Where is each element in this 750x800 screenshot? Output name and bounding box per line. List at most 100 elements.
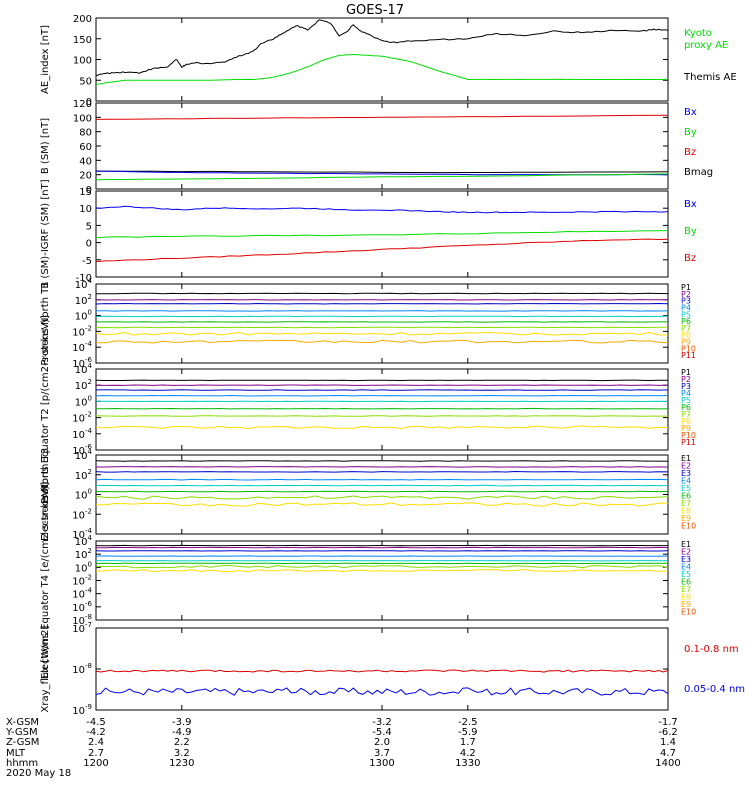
series-p7 <box>95 415 668 417</box>
legend-e8: E8 <box>681 593 691 602</box>
y-tick-label: 102 <box>75 293 92 307</box>
x-row-label: 2020 May 18 <box>6 768 71 779</box>
y-tick-label: 104 <box>75 448 93 462</box>
legend-e10: E10 <box>681 608 696 617</box>
panel-xray: 10-9 10-8 10-7 Xray_flux [W/m2] 0.1-0.8 nm 0.… <box>40 621 745 717</box>
series-p3 <box>95 302 669 305</box>
y-tick-label: 10-2 <box>72 574 92 588</box>
y-tick-label: 100 <box>75 488 92 502</box>
legend-e5: E5 <box>681 484 691 493</box>
y-tick-label: 10-2 <box>72 507 92 521</box>
panel-frame <box>95 190 669 278</box>
series-e4 <box>95 478 669 481</box>
y-tick-label: 10-4 <box>72 587 92 601</box>
y-tick-label: 104 <box>75 277 93 291</box>
series-p1 <box>96 292 669 295</box>
legend-e10: E10 <box>681 522 696 531</box>
y-tick-label: 0 <box>86 185 92 196</box>
x-tick-value: -4.9 <box>172 727 192 738</box>
legend-entry: Bz <box>684 253 696 264</box>
legend-p8: P8 <box>681 331 691 340</box>
legend-p6: P6 <box>681 403 691 412</box>
y-axis-label: Electrons Equator T4 [e/(cm2-s-sr-keV)] <box>40 482 51 679</box>
panel-frame <box>95 540 669 621</box>
series-p4 <box>95 310 669 312</box>
series-bz <box>95 238 669 263</box>
series-p9 <box>95 339 669 344</box>
x-tick-value: 2.7 <box>88 748 104 759</box>
legend-p4: P4 <box>681 303 691 312</box>
y-tick-label: 150 <box>73 35 92 46</box>
x-tick-value: -2.5 <box>458 717 478 728</box>
legend-p10: P10 <box>681 344 696 353</box>
y-tick-label: 104 <box>75 362 93 376</box>
legend-e7: E7 <box>681 499 691 508</box>
legend-p7: P7 <box>681 410 691 419</box>
y-axis-label: Protons North T1 <box>40 281 51 365</box>
y-tick-label: 15 <box>79 187 92 198</box>
y-tick-label: 40 <box>79 156 92 167</box>
panel-frame <box>95 368 669 451</box>
series-bx <box>96 170 669 176</box>
y-tick-label: 10-4 <box>72 527 92 541</box>
y-tick-label: 10-7 <box>72 621 92 635</box>
series-e7 <box>95 495 669 500</box>
series-e6 <box>95 490 669 493</box>
y-tick-label: 100 <box>75 394 92 408</box>
x-tick-value: 1.4 <box>660 737 676 748</box>
series-bmag <box>95 170 669 174</box>
legend-entry: By <box>684 127 697 138</box>
y-axis-label: Xray_flux [W/m2] <box>40 625 51 712</box>
x-tick-value: 1230 <box>169 758 194 769</box>
legend-entry: Themis AE <box>683 72 737 83</box>
y-tick-label: 10-4 <box>72 427 92 441</box>
y-tick-label: 100 <box>75 560 92 574</box>
legend-p6: P6 <box>681 317 691 326</box>
y-tick-label: 60 <box>79 142 92 153</box>
x-tick-value: 2.2 <box>174 737 190 748</box>
x-tick-value: 3.2 <box>174 748 190 759</box>
legend-e9: E9 <box>681 514 691 523</box>
legend-entry: Bmag <box>684 167 713 178</box>
x-tick-value: -4.2 <box>86 727 106 738</box>
y-axis-label: B (SM)-IGRF (SM) [nT] <box>40 179 51 288</box>
legend-entry: Bz <box>684 147 696 158</box>
x-tick-value: 3.7 <box>374 748 390 759</box>
y-tick-label: 10-8 <box>72 613 92 627</box>
legend-p11: P11 <box>681 438 696 447</box>
x-tick-value: 1300 <box>369 758 394 769</box>
legend-e1: E1 <box>681 540 691 549</box>
panel-frame <box>95 17 669 102</box>
series-by <box>95 173 669 181</box>
x-row-label: Y-GSM <box>5 727 38 738</box>
series-e5 <box>95 484 669 487</box>
legend-e1: E1 <box>681 454 691 463</box>
legend-entry: 0.1-0.8 nm <box>684 644 739 655</box>
plot-title: GOES-17 <box>346 3 404 18</box>
legend-p8: P8 <box>681 417 691 426</box>
panel-bigrf: -10 -5 0 5 10 15 B (SM)-IGRF (SM) [nT] Bx By Bz <box>40 179 697 288</box>
legend-p7: P7 <box>681 324 691 333</box>
panel-frame <box>95 627 669 711</box>
x-tick-value: -6.2 <box>658 727 678 738</box>
legend-entry: Bx <box>684 107 697 118</box>
legend-e5: E5 <box>681 570 691 579</box>
legend-e2: E2 <box>681 462 691 471</box>
x-tick-value: 1400 <box>655 758 680 769</box>
legend-e3: E3 <box>681 555 691 564</box>
x-tick-value: 2.4 <box>88 737 104 748</box>
x-tick-value: 2.0 <box>374 737 390 748</box>
legend-e2: E2 <box>681 548 691 557</box>
x-tick-value: 4.7 <box>660 748 676 759</box>
y-tick-label: 50 <box>79 76 92 87</box>
y-tick-label: 120 <box>73 99 92 110</box>
y-tick-label: 102 <box>75 547 92 561</box>
y-tick-label: 10-6 <box>72 443 92 457</box>
panel-pe: 10-6 10-4 10-2 100 102 104 Protons Equator T2 … <box>40 315 696 504</box>
series-kyoto-proxy-ae <box>95 53 668 85</box>
y-tick-label: 10-4 <box>72 340 92 354</box>
x-tick-value: 4.2 <box>460 748 476 759</box>
y-tick-label: 10-8 <box>72 662 92 676</box>
legend-p3: P3 <box>681 382 691 391</box>
